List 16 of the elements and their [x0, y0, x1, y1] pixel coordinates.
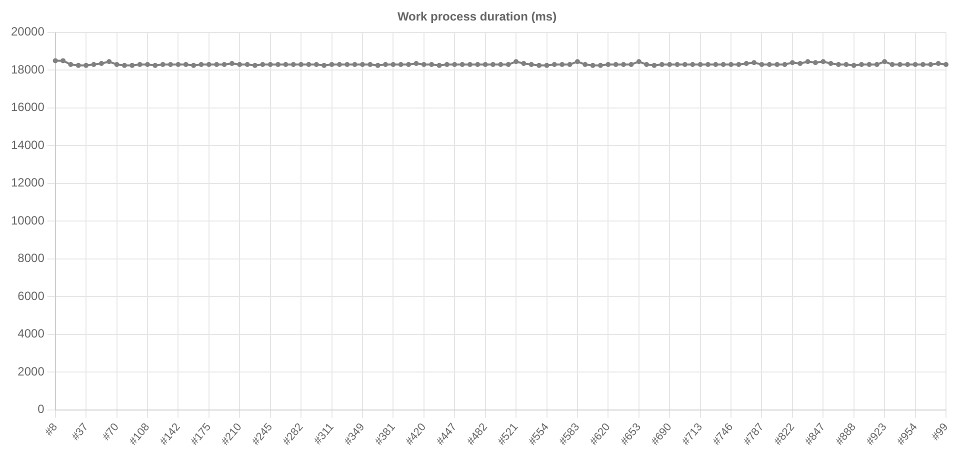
y-tick-label: 4000	[18, 326, 45, 341]
y-tick-label: 18000	[10, 62, 45, 76]
x-tick-label: #8	[42, 421, 60, 438]
x-tick-label: #99	[930, 421, 951, 443]
y-tick-label: 16000	[10, 100, 45, 114]
y-tick-label: 10000	[10, 213, 45, 228]
y-tick-label: 12000	[10, 176, 45, 190]
y-tick-label: 0	[38, 402, 45, 416]
y-tick-label: 20000	[10, 24, 45, 39]
chart-title: Work process duration (ms)	[397, 10, 557, 24]
y-tick-label: 14000	[10, 138, 45, 152]
x-tick-label: #70	[100, 421, 122, 443]
x-tick-label: #37	[70, 421, 91, 443]
y-tick-label: 2000	[18, 364, 45, 378]
y-tick-label: 6000	[18, 288, 45, 303]
y-tick-label: 8000	[18, 251, 45, 266]
